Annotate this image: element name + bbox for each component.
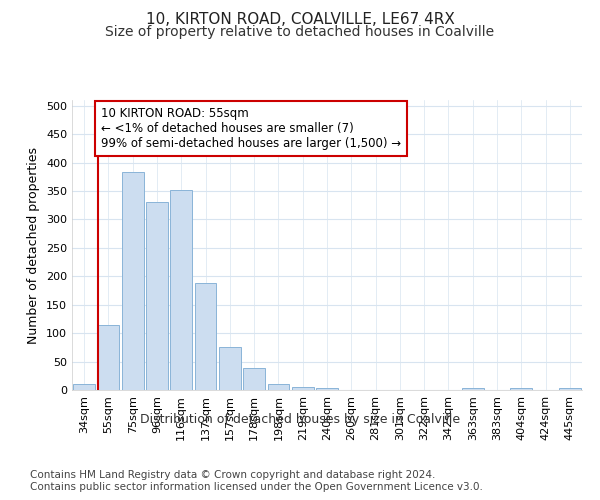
Bar <box>316 388 338 390</box>
Bar <box>97 324 119 390</box>
Bar <box>243 368 265 390</box>
Text: Distribution of detached houses by size in Coalville: Distribution of detached houses by size … <box>140 412 460 426</box>
Bar <box>170 190 192 390</box>
Bar <box>122 172 143 390</box>
Bar <box>292 386 314 390</box>
Bar <box>73 384 95 390</box>
Bar <box>219 348 241 390</box>
Bar <box>268 384 289 390</box>
Bar <box>146 202 168 390</box>
Text: Size of property relative to detached houses in Coalville: Size of property relative to detached ho… <box>106 25 494 39</box>
Bar <box>559 388 581 390</box>
Bar <box>462 388 484 390</box>
Text: 10, KIRTON ROAD, COALVILLE, LE67 4RX: 10, KIRTON ROAD, COALVILLE, LE67 4RX <box>146 12 454 28</box>
Text: Contains HM Land Registry data © Crown copyright and database right 2024.: Contains HM Land Registry data © Crown c… <box>30 470 436 480</box>
Bar <box>194 283 217 390</box>
Text: 10 KIRTON ROAD: 55sqm
← <1% of detached houses are smaller (7)
99% of semi-detac: 10 KIRTON ROAD: 55sqm ← <1% of detached … <box>101 107 401 150</box>
Bar <box>511 388 532 390</box>
Y-axis label: Number of detached properties: Number of detached properties <box>28 146 40 344</box>
Text: Contains public sector information licensed under the Open Government Licence v3: Contains public sector information licen… <box>30 482 483 492</box>
